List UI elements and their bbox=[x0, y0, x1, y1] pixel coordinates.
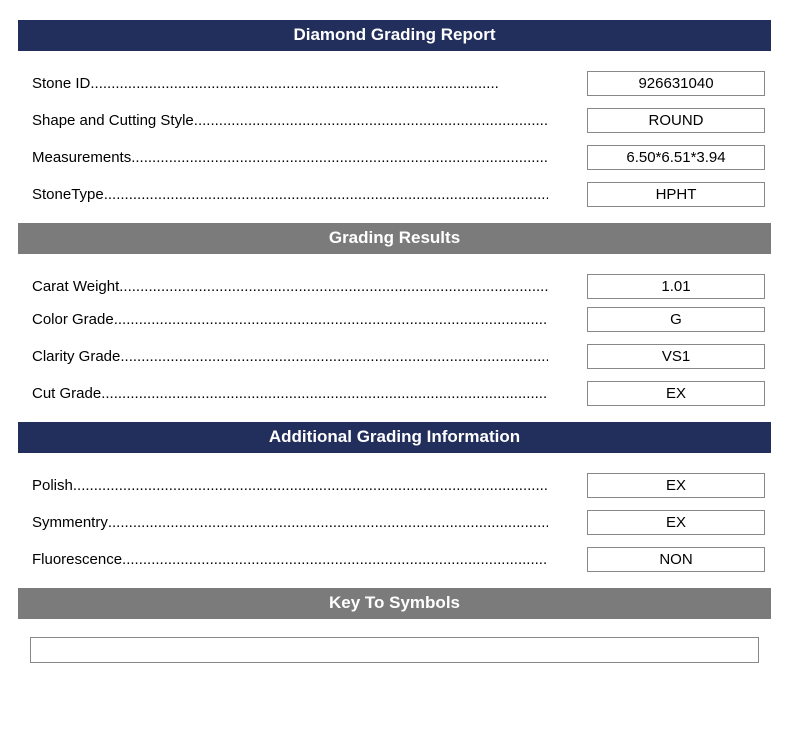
leader-dots: ........................................… bbox=[90, 75, 498, 92]
field-row: Clarity Grade...........................… bbox=[18, 342, 771, 371]
field-value: HPHT bbox=[587, 182, 765, 207]
leader-dots: ........................................… bbox=[114, 311, 548, 328]
field-label: Color Grade bbox=[32, 311, 114, 328]
field-label-wrap: StoneType...............................… bbox=[18, 186, 548, 203]
grading-title: Grading Results bbox=[329, 228, 460, 247]
field-value: VS1 bbox=[587, 344, 765, 369]
leader-dots: ........................................… bbox=[108, 514, 548, 531]
field-value: 6.50*6.51*3.94 bbox=[587, 145, 765, 170]
field-row: Measurements............................… bbox=[18, 143, 771, 172]
field-label: Stone ID bbox=[32, 75, 90, 92]
field-label: Measurements bbox=[32, 149, 131, 166]
leader-dots: ........................................… bbox=[122, 551, 548, 568]
leader-dots: ........................................… bbox=[104, 186, 548, 203]
field-value: ROUND bbox=[587, 108, 765, 133]
field-label-wrap: Measurements............................… bbox=[18, 149, 548, 166]
report-title-bar: Diamond Grading Report bbox=[18, 20, 771, 51]
main-section: Stone ID................................… bbox=[18, 69, 771, 209]
leader-dots: ........................................… bbox=[194, 112, 548, 129]
additional-section: Polish..................................… bbox=[18, 471, 771, 574]
grading-title-bar: Grading Results bbox=[18, 223, 771, 254]
field-label-wrap: Symmentry...............................… bbox=[18, 514, 548, 531]
grading-section: Carat Weight............................… bbox=[18, 272, 771, 408]
field-label-wrap: Stone ID................................… bbox=[18, 75, 548, 92]
leader-dots: ........................................… bbox=[119, 278, 548, 295]
field-row: Symmentry...............................… bbox=[18, 508, 771, 537]
field-label-wrap: Color Grade.............................… bbox=[18, 311, 548, 328]
field-label: Shape and Cutting Style bbox=[32, 112, 194, 129]
field-value: 1.01 bbox=[587, 274, 765, 299]
field-value: G bbox=[587, 307, 765, 332]
field-label-wrap: Cut Grade...............................… bbox=[18, 385, 548, 402]
field-row: Stone ID................................… bbox=[18, 69, 771, 98]
field-row: Carat Weight............................… bbox=[18, 272, 771, 301]
field-value: EX bbox=[587, 510, 765, 535]
symbols-box bbox=[30, 637, 759, 663]
field-label-wrap: Carat Weight............................… bbox=[18, 278, 548, 295]
field-row: Fluorescence............................… bbox=[18, 545, 771, 574]
field-row: Polish..................................… bbox=[18, 471, 771, 500]
symbols-title: Key To Symbols bbox=[329, 593, 460, 612]
symbols-title-bar: Key To Symbols bbox=[18, 588, 771, 619]
leader-dots: ........................................… bbox=[73, 477, 548, 494]
additional-title-bar: Additional Grading Information bbox=[18, 422, 771, 453]
field-value: EX bbox=[587, 381, 765, 406]
leader-dots: ........................................… bbox=[101, 385, 548, 402]
field-label: StoneType bbox=[32, 186, 104, 203]
field-value: 926631040 bbox=[587, 71, 765, 96]
additional-title: Additional Grading Information bbox=[269, 427, 520, 446]
field-label-wrap: Fluorescence............................… bbox=[18, 551, 548, 568]
field-row: Color Grade.............................… bbox=[18, 305, 771, 334]
field-row: Shape and Cutting Style.................… bbox=[18, 106, 771, 135]
field-label: Polish bbox=[32, 477, 73, 494]
field-label: Cut Grade bbox=[32, 385, 101, 402]
leader-dots: ........................................… bbox=[120, 348, 548, 365]
field-label-wrap: Polish..................................… bbox=[18, 477, 548, 494]
field-label: Clarity Grade bbox=[32, 348, 120, 365]
field-label: Carat Weight bbox=[32, 278, 119, 295]
field-row: StoneType...............................… bbox=[18, 180, 771, 209]
field-value: NON bbox=[587, 547, 765, 572]
field-label-wrap: Shape and Cutting Style.................… bbox=[18, 112, 548, 129]
report-title: Diamond Grading Report bbox=[293, 25, 495, 44]
field-row: Cut Grade...............................… bbox=[18, 379, 771, 408]
field-label: Symmentry bbox=[32, 514, 108, 531]
field-value: EX bbox=[587, 473, 765, 498]
field-label-wrap: Clarity Grade...........................… bbox=[18, 348, 548, 365]
leader-dots: ........................................… bbox=[131, 149, 548, 166]
field-label: Fluorescence bbox=[32, 551, 122, 568]
